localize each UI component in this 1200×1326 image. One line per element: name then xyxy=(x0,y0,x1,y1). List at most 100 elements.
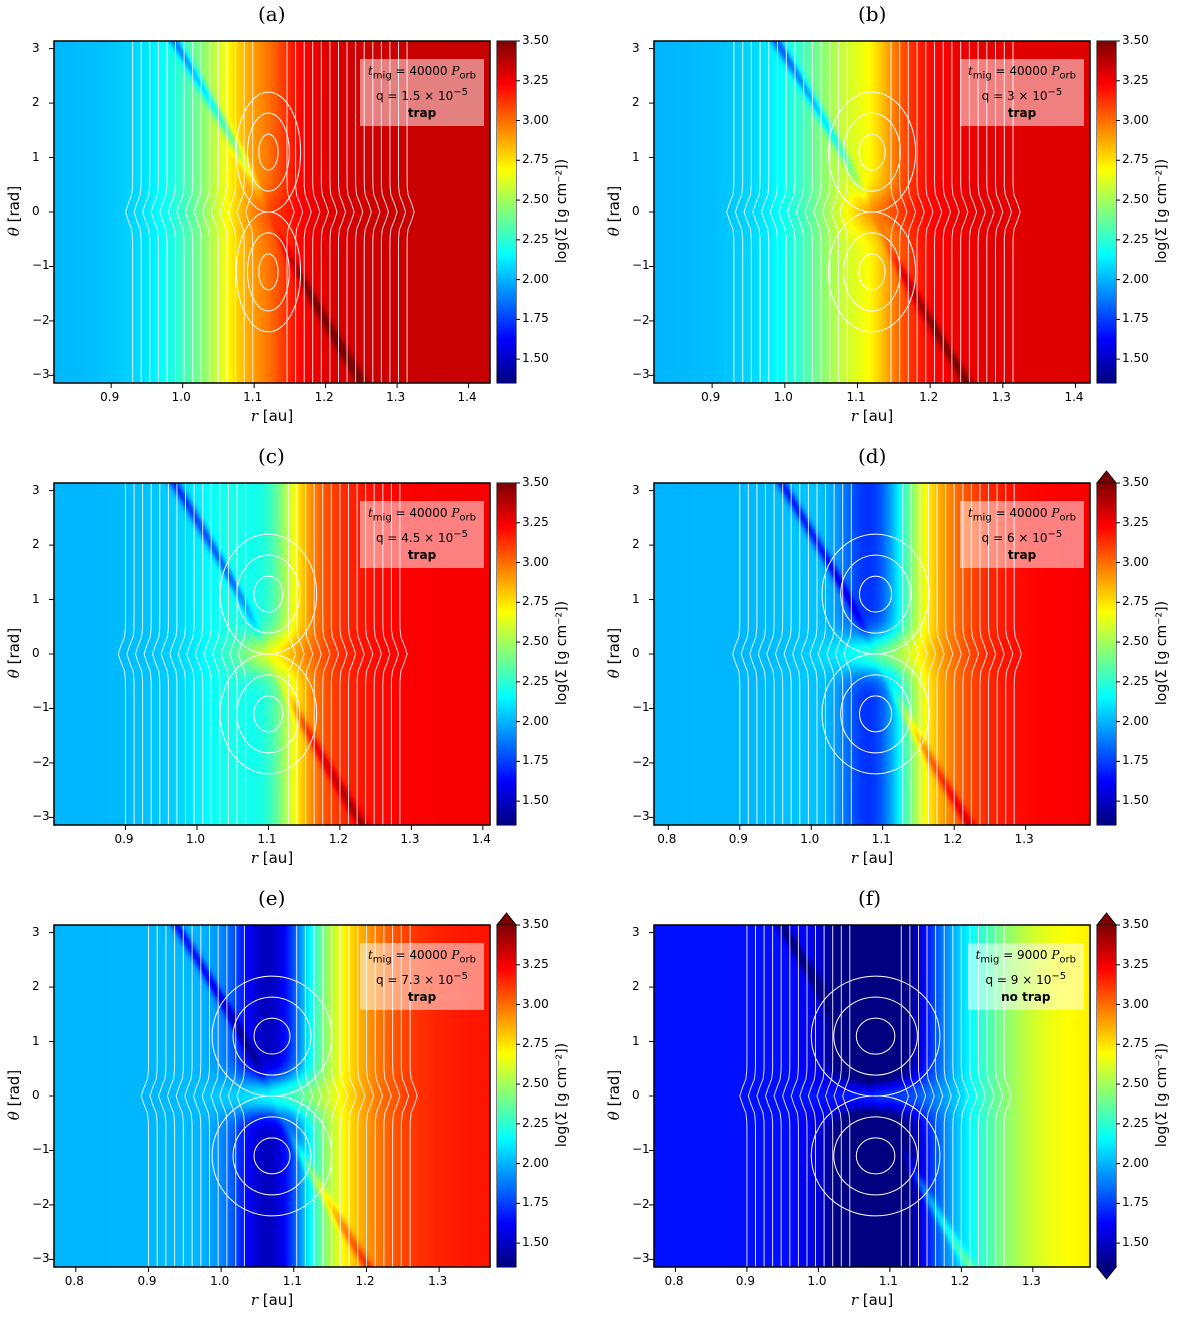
streamline xyxy=(839,41,848,383)
q-value: q = 7.3 × 10 xyxy=(375,973,454,988)
y-tick-label: −3 xyxy=(632,1251,650,1266)
streamline xyxy=(303,41,312,383)
p-subscript: orb xyxy=(1059,70,1076,82)
colorbar-tick-label: 3.25 xyxy=(522,514,549,529)
x-tick-label: 1.3 xyxy=(1021,1274,1041,1288)
x-tick-label: 1.0 xyxy=(171,390,191,404)
horseshoe-loop xyxy=(219,533,318,655)
y-axis-unit: [rad] xyxy=(5,185,23,228)
panel-label: (a) xyxy=(258,2,286,26)
streamline xyxy=(210,41,219,383)
streamline xyxy=(890,41,899,383)
streamline xyxy=(813,41,822,383)
colorbar-tick-label: 1.75 xyxy=(1122,1195,1149,1210)
colorbar-tick-label: 1.75 xyxy=(1122,311,1149,326)
y-tick-label: 0 xyxy=(632,204,640,218)
colorbar-tick-label: 3.50 xyxy=(1122,33,1149,47)
x-tick-label: 1.2 xyxy=(355,1274,375,1288)
horseshoe-loop xyxy=(833,996,918,1076)
horseshoe-loop xyxy=(253,1137,291,1175)
streamline xyxy=(133,41,142,383)
streamline xyxy=(936,483,945,825)
y-axis-var: θ xyxy=(5,227,23,237)
streamline xyxy=(152,483,161,825)
horseshoe-loop xyxy=(843,112,901,192)
x-axis-var: r xyxy=(250,407,258,425)
streamline xyxy=(229,483,238,825)
horseshoe-loop xyxy=(253,695,284,733)
horseshoe-loop xyxy=(840,674,911,754)
horseshoe-loop xyxy=(827,211,917,333)
colorbar xyxy=(1097,925,1116,1267)
y-tick-label: 1 xyxy=(32,149,40,164)
x-axis-unit: [au] xyxy=(858,849,894,867)
colorbar-tick-label: 3.00 xyxy=(522,996,549,1011)
colorbar-extend-max xyxy=(1095,912,1118,926)
x-tick-label: 1.1 xyxy=(871,832,891,846)
colorbar-tick-label: 2.00 xyxy=(1122,713,1149,728)
streamline xyxy=(804,41,813,383)
streamline xyxy=(842,925,851,1267)
t-symbol: t xyxy=(967,506,973,520)
streamline xyxy=(769,41,778,383)
y-tick-label: −3 xyxy=(32,809,50,824)
colorbar-tick-label: 3.25 xyxy=(1122,514,1149,529)
annotation-box: tmig = 40000 Porb q = 7.3 × 10−5 trap xyxy=(359,943,484,1011)
streamline xyxy=(348,925,357,1267)
y-tick-label: −2 xyxy=(632,1196,650,1211)
streamline xyxy=(757,483,766,825)
colorbar-tick-label: 1.50 xyxy=(522,793,549,808)
panel-label: (d) xyxy=(858,444,887,468)
t-value: = 40000 xyxy=(991,506,1052,520)
streamline xyxy=(143,483,152,825)
chart-panel: (a) 3 2 1 0 −1 −2 −3 0.9 1.0 1.1 1.2 1.3 1.4 3.50 3.25 3… xyxy=(0,0,600,442)
streamline xyxy=(916,41,925,383)
colorbar-tick-label: 2.50 xyxy=(522,634,549,649)
streamline xyxy=(287,483,297,825)
horseshoe-loop xyxy=(253,1017,291,1055)
t-subscript: mig xyxy=(372,954,392,966)
x-tick-label: 0.9 xyxy=(701,390,721,404)
streamlines xyxy=(117,483,408,825)
horseshoe-loop xyxy=(810,1095,941,1217)
colorbar-tick-label: 3.00 xyxy=(522,112,549,127)
horseshoe-loop xyxy=(253,575,284,613)
q-value: q = 4.5 × 10 xyxy=(375,531,454,546)
x-tick-label: 1.0 xyxy=(800,832,820,846)
y-axis-label: θ [rad] xyxy=(605,1055,623,1135)
streamline xyxy=(749,483,758,825)
chart-panel: (b) 3 2 1 0 −1 −2 −3 0.9 1.0 1.1 1.2 1.3 1.4 3.50 3.25 3… xyxy=(600,0,1200,442)
colorbar-tick-label: 1.75 xyxy=(522,753,549,768)
streamline xyxy=(176,41,185,383)
streamline xyxy=(734,41,744,383)
streamline xyxy=(739,925,748,1267)
streamline xyxy=(227,925,237,1267)
streamline xyxy=(942,41,952,383)
streamline xyxy=(816,925,825,1267)
annotation-tmig: tmig = 40000 Porb xyxy=(968,63,1076,84)
t-subscript: mig xyxy=(972,70,992,82)
streamline xyxy=(159,41,168,383)
streamline xyxy=(830,41,840,383)
y-tick-label: −2 xyxy=(32,754,50,769)
horseshoe-loop xyxy=(235,211,302,333)
annotation-box: tmig = 9000 Porb q = 9 × 10−5 no trap xyxy=(967,943,1084,1011)
colorbar-tick-label: 2.75 xyxy=(1122,594,1149,609)
streamline xyxy=(925,41,934,383)
colorbar xyxy=(497,41,516,383)
chart-panel: (f) 3 2 1 0 −1 −2 −3 0.8 0.9 1.0 1.1 1.2 1.3 3.50 3.25 3… xyxy=(600,884,1200,1326)
annotation-box: tmig = 40000 Porb q = 6 × 10−5 trap xyxy=(959,501,1084,569)
colorbar-tick-label: 3.50 xyxy=(1122,917,1149,931)
annotation-box: tmig = 40000 Porb q = 3 × 10−5 trap xyxy=(959,59,1084,127)
y-tick-label: 2 xyxy=(632,537,640,552)
horseshoe-loop xyxy=(232,1116,312,1196)
streamline xyxy=(752,41,761,383)
colorbar-tick-label: 1.75 xyxy=(1122,753,1149,768)
x-tick-label: 1.2 xyxy=(314,390,334,404)
x-tick-label: 1.0 xyxy=(807,1274,827,1288)
colorbar-tick-label: 3.00 xyxy=(522,554,549,569)
streamline xyxy=(295,41,304,383)
streamline xyxy=(792,483,801,825)
streamline xyxy=(945,483,954,825)
streamline xyxy=(305,483,314,825)
